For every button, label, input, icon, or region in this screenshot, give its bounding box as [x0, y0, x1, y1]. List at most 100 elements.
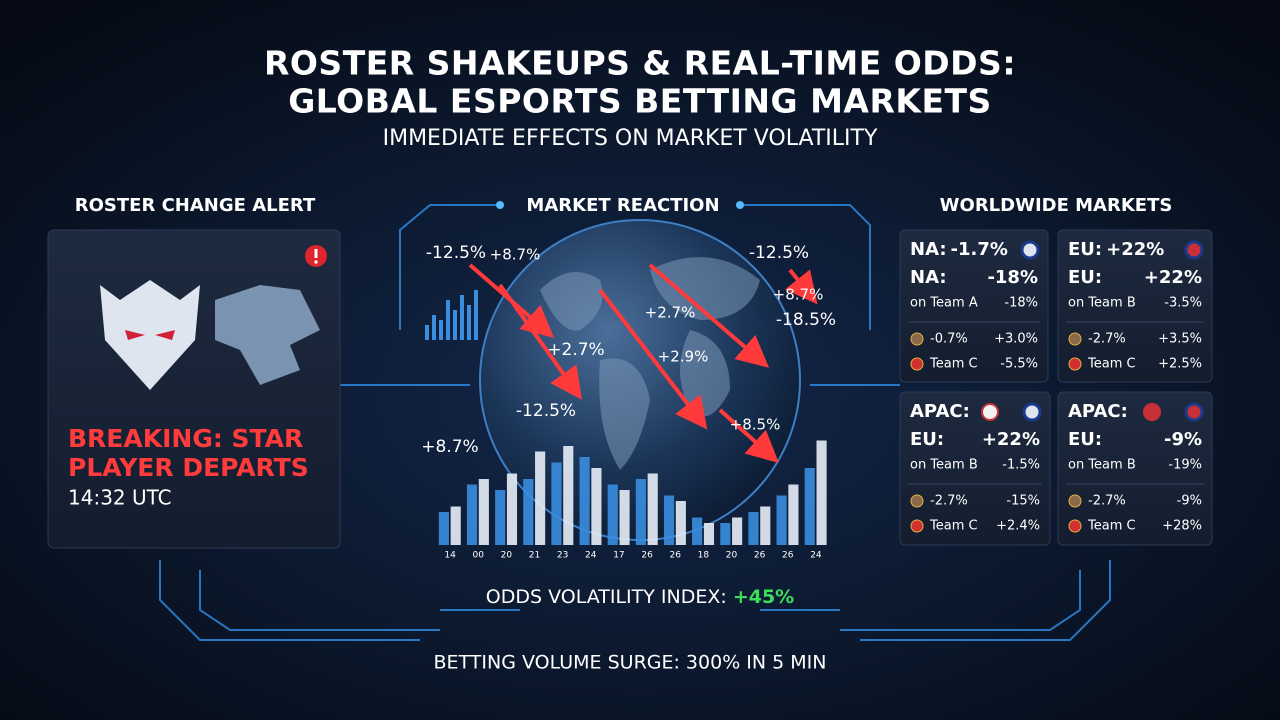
volume-bar	[776, 495, 787, 545]
odds-change-label: -18.5%	[776, 310, 836, 330]
x-tick-label: 18	[698, 551, 710, 561]
x-tick-label: 20	[726, 551, 738, 561]
volume-bar	[551, 462, 562, 545]
row-label: on Team B	[1068, 458, 1136, 473]
volatility: ODDS VOLATILITY INDEX: +45%	[486, 586, 794, 608]
row-value: -15%	[1006, 494, 1040, 509]
x-tick-label: 17	[613, 551, 624, 561]
team-icon	[1068, 494, 1082, 508]
row-value: +28%	[1162, 519, 1202, 534]
odds-change-label: +8.7%	[421, 437, 478, 457]
odds-change-label: -12.5%	[516, 401, 576, 421]
wolf-eyes	[125, 330, 175, 340]
alert-icon-dot	[314, 260, 318, 264]
volume-bar	[703, 523, 715, 545]
row-label: Team C	[1087, 357, 1136, 372]
card-header-value: +22%	[1106, 239, 1164, 260]
volume-bar	[495, 490, 506, 545]
row-value: -9%	[1177, 494, 1202, 509]
odds-change-label: +2.9%	[658, 348, 709, 366]
volume-bar	[647, 473, 658, 545]
volume-bar	[523, 479, 534, 545]
row-value: +22%	[1144, 267, 1202, 288]
row-label: EU:	[1068, 267, 1102, 288]
volume-bar	[579, 457, 590, 545]
flag-icon	[1184, 240, 1204, 260]
odds-change-label: +2.7%	[645, 304, 696, 322]
volume-bar	[692, 517, 703, 545]
odds-change-label: +8.5%	[730, 416, 781, 434]
volume-bar	[760, 506, 771, 545]
card-header-value: -1.7%	[951, 239, 1008, 260]
node	[496, 201, 504, 209]
row-label: EU:	[1068, 429, 1102, 450]
team-icon	[910, 357, 924, 371]
row-label: on Team A	[910, 296, 978, 311]
team-icon	[1068, 332, 1082, 346]
alert-headline: BREAKING: STAR PLAYER DEPARTS	[68, 424, 309, 482]
market-card	[899, 391, 1051, 546]
row-label: Team C	[929, 357, 978, 372]
row-value: -1.5%	[1002, 458, 1040, 473]
x-tick-label: 23	[557, 551, 568, 561]
flag-icon	[981, 403, 999, 421]
x-tick-label: 21	[529, 551, 540, 561]
alert-icon-mark	[314, 249, 318, 258]
x-tick-label: 26	[641, 551, 653, 561]
volume-bar	[635, 479, 646, 545]
volume-bar	[675, 501, 686, 545]
volume-bar	[535, 451, 546, 545]
volume-bar	[804, 468, 815, 545]
volume-bar	[607, 484, 618, 545]
volume-surge: BETTING VOLUME SURGE: 300% IN 5 MIN	[434, 652, 827, 674]
market-card	[1057, 229, 1213, 383]
row-label: EU:	[910, 429, 944, 450]
team-icon	[1068, 519, 1082, 533]
mini-chart-icon	[425, 290, 478, 340]
row-label: Team C	[929, 519, 978, 534]
flag-icon	[1022, 402, 1042, 422]
row-value: -18%	[1004, 296, 1038, 311]
x-tick-label: 14	[444, 551, 456, 561]
row-label: -0.7%	[930, 332, 968, 347]
row-label: Team C	[1087, 519, 1136, 534]
volume-bar	[478, 479, 489, 545]
card-header-label: NA:	[910, 239, 947, 260]
odds-change-label: +8.7%	[773, 286, 824, 304]
card-header-label: APAC:	[1068, 401, 1128, 422]
market-card	[1057, 391, 1213, 546]
volume-bar	[720, 523, 731, 545]
volume-bar	[816, 440, 827, 545]
section-heading: WORLDWIDE MARKETS	[940, 195, 1173, 216]
dragon-logo	[215, 285, 320, 385]
wolf-logo	[100, 280, 200, 390]
odds-change-label: +8.7%	[490, 246, 541, 264]
volume-bar	[788, 484, 799, 545]
subtitle: IMMEDIATE EFFECTS ON MARKET VOLATILITY	[383, 126, 878, 151]
volume-bar	[450, 506, 461, 545]
team-icon	[910, 332, 924, 346]
volatility-label: ODDS VOLATILITY INDEX:	[486, 586, 727, 608]
x-tick-label: 26	[669, 551, 681, 561]
x-tick-label: 26	[782, 551, 794, 561]
x-tick-label: 24	[810, 551, 822, 561]
row-label: -2.7%	[930, 494, 968, 509]
row-value: -5.5%	[1000, 357, 1038, 372]
flag-icon	[1184, 402, 1204, 422]
row-value: -3.5%	[1164, 296, 1202, 311]
volatility-value: +45%	[733, 586, 794, 608]
odds-change-label: +2.7%	[547, 340, 604, 360]
volume-bar	[732, 517, 743, 545]
volume-bar	[438, 512, 449, 545]
flag-icon	[1020, 240, 1040, 260]
red-arrows	[468, 263, 818, 464]
row-label: on Team B	[1068, 296, 1136, 311]
flag-icon	[1143, 403, 1161, 421]
section-heading: MARKET REACTION	[526, 195, 719, 216]
row-label: -2.7%	[1088, 332, 1126, 347]
team-icon	[1068, 357, 1082, 371]
row-label: -2.7%	[1088, 494, 1126, 509]
row-value: -9%	[1164, 429, 1202, 450]
volume-bar	[591, 468, 602, 545]
